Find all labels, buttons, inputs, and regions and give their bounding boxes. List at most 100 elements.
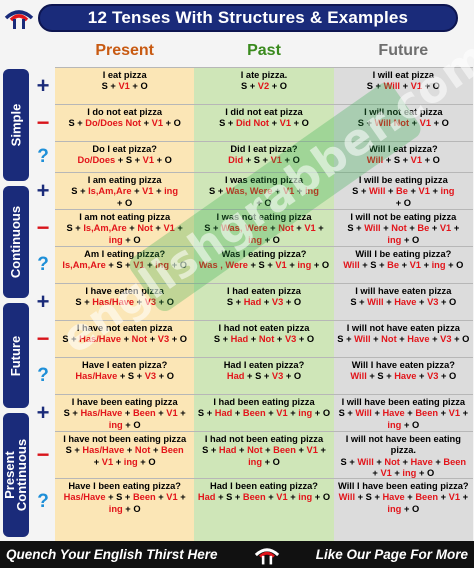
tense-cell-present: Have I been eating pizza? Has/Have + S + … bbox=[55, 479, 194, 525]
structure-line: ing + O bbox=[387, 419, 420, 430]
table-row: I do not eat pizza S + Do/Does Not + V1 +… bbox=[55, 104, 473, 141]
example-sentence: I will not be eating pizza bbox=[350, 212, 457, 222]
structure-line: S + Will + V1 + O bbox=[366, 81, 440, 92]
example-sentence: I will have eaten pizza bbox=[355, 286, 452, 296]
example-sentence: I have not eaten pizza bbox=[76, 323, 173, 333]
table-background bbox=[55, 67, 473, 541]
example-sentence: I had eaten pizza bbox=[227, 286, 301, 296]
tense-cell-future: I will eat pizza S + Will + V1 + O bbox=[334, 68, 473, 104]
present-column-bg bbox=[55, 67, 194, 541]
tense-cell-past: I did not eat pizza S + Did Not + V1 + O bbox=[194, 105, 333, 141]
structure-line: ing + O bbox=[248, 456, 280, 467]
tense-cell-present: Do I eat pizza? Do/Does + S + V1 + O bbox=[55, 142, 194, 172]
tense-cell-future: I will not have been eating pizza. S + Wil… bbox=[334, 432, 473, 478]
page-title-text: 12 Tenses With Structures & Examples bbox=[87, 8, 409, 27]
tense-cell-future: Will I have been eating pizza? Will + S +… bbox=[334, 479, 473, 525]
table-row: I have been eating pizza S + Has/Have + B… bbox=[55, 394, 473, 431]
plus-sign-icon: + bbox=[36, 288, 50, 314]
example-sentence: Had I been eating pizza? bbox=[210, 481, 318, 491]
column-header-past: Past bbox=[247, 42, 281, 59]
minus-sign-icon: − bbox=[36, 214, 50, 240]
tense-cell-future: Will I have eaten pizza? Will + S + Have … bbox=[334, 358, 473, 394]
structure-line: Had + S + V3 + O bbox=[226, 371, 302, 382]
structure-line: S + Was, Were + Not + V1 + bbox=[204, 223, 324, 234]
structure-line: + V1 + ing + O bbox=[93, 456, 156, 467]
page-title: 12 Tenses With Structures & Examples bbox=[38, 4, 458, 32]
column-header-future: Future bbox=[378, 42, 429, 59]
example-sentence: I have not been eating pizza bbox=[63, 434, 187, 444]
example-sentence: I will not eat pizza bbox=[364, 107, 443, 117]
tense-cell-past: Had I been eating pizza? Had + S + Been +… bbox=[194, 479, 333, 525]
brand-logo-icon bbox=[4, 10, 34, 29]
example-sentence: I was not eating pizza bbox=[216, 212, 312, 222]
structure-line: S + Is,Am,Are + V1 + ing bbox=[71, 186, 179, 197]
structure-line: S + Will + Have + V3 + O bbox=[350, 297, 457, 308]
structure-line: + O bbox=[256, 197, 272, 208]
structure-line: S + Has/Have + V3 + O bbox=[75, 297, 174, 308]
example-sentence: Do I eat pizza? bbox=[92, 144, 157, 154]
structure-line: S + Had + Not + Been + V1 + bbox=[202, 445, 326, 456]
group-label-present-continuous-text: Present Continuous bbox=[2, 439, 29, 511]
minus-sign-icon: − bbox=[36, 325, 50, 351]
structure-line: ing + O bbox=[248, 234, 280, 245]
tense-cell-present: I have not eaten pizza S + Has/Have + Not… bbox=[55, 321, 194, 357]
structure-line: S + Is,Am,Are + Not + V1 + bbox=[66, 223, 183, 234]
example-sentence: I eat pizza bbox=[102, 70, 147, 80]
group-label-future-text: Future bbox=[8, 335, 24, 376]
structure-line: S + Will + Be + V1 + ing bbox=[352, 186, 455, 197]
structure-line: S + Has/Have + Been + V1 + bbox=[63, 408, 186, 419]
tense-cell-past: Did I eat pizza? Did + S + V1 + O bbox=[194, 142, 333, 172]
structure-line: S + Will + Not + Have + V3 + O bbox=[337, 334, 470, 345]
structure-line: S + Had + Been + V1 + ing + O bbox=[197, 408, 331, 419]
column-headers: Present Past Future bbox=[55, 42, 473, 66]
tense-cell-present: I have been eating pizza S + Has/Have + B… bbox=[55, 395, 194, 431]
tense-cell-past: Had I eaten pizza? Had + S + V3 + O bbox=[194, 358, 333, 394]
structure-line: Was , Were + S + V1 + ing + O bbox=[198, 260, 330, 271]
tense-cell-future: I will have eaten pizza S + Will + Have +… bbox=[334, 284, 473, 320]
footer-left-text: Quench Your English Thirst Here bbox=[6, 547, 218, 562]
tense-cell-past: Was I eating pizza? Was , Were + S + V1 +… bbox=[194, 247, 333, 283]
example-sentence: Will I be eating pizza? bbox=[355, 249, 452, 259]
tense-cell-present: I have eaten pizza S + Has/Have + V3 + O bbox=[55, 284, 194, 320]
structure-line: S + Will + Not + Be + V1 + bbox=[347, 223, 460, 234]
group-label-simple: Simple bbox=[3, 69, 29, 181]
structure-line: S + Has/Have + Not + Been bbox=[65, 445, 184, 456]
tense-cell-future: Will I eat pizza? Will + S + V1 + O bbox=[334, 142, 473, 172]
table-row: I am not eating pizza S + Is,Am,Are + Not… bbox=[55, 209, 473, 246]
example-sentence: Am I eating pizza? bbox=[84, 249, 166, 259]
structure-line: Do/Does + S + V1 + O bbox=[77, 155, 172, 166]
tense-cell-present: I have not been eating pizza S + Has/Have… bbox=[55, 432, 194, 478]
table-row: I have not been eating pizza S + Has/Have… bbox=[55, 431, 473, 478]
structure-line: + O bbox=[395, 197, 411, 208]
question-mark-icon: ? bbox=[37, 490, 49, 512]
tense-cell-past: I had not been eating pizza S + Had + Not… bbox=[194, 432, 333, 478]
example-sentence: I have been eating pizza bbox=[71, 397, 178, 407]
structure-line: S + Will + Not + Have + Been bbox=[340, 456, 467, 467]
example-sentence: I had been eating pizza bbox=[213, 397, 315, 407]
column-header-present: Present bbox=[95, 42, 155, 59]
tense-cell-past: I had eaten pizza S + Had + V3 + O bbox=[194, 284, 333, 320]
question-mark-icon: ? bbox=[37, 145, 49, 167]
structure-line: Will + S + V1 + O bbox=[366, 155, 440, 166]
structure-line: Did + S + V1 + O bbox=[228, 155, 300, 166]
example-sentence: I do not eat pizza bbox=[87, 107, 163, 117]
example-sentence: I have eaten pizza bbox=[85, 286, 164, 296]
example-sentence: I am eating pizza bbox=[87, 175, 162, 185]
example-sentence: I had not eaten pizza bbox=[218, 323, 310, 333]
table-row: Have I been eating pizza? Has/Have + S + … bbox=[55, 478, 473, 525]
structure-line: S + V2 + O bbox=[240, 81, 287, 92]
structure-line: S + Had + V3 + O bbox=[226, 297, 302, 308]
group-label-continuous: Continuous bbox=[3, 186, 29, 298]
structure-line: S + Has/Have + Not + V3 + O bbox=[62, 334, 187, 345]
plus-sign-icon: + bbox=[36, 72, 50, 98]
group-label-future: Future bbox=[3, 303, 29, 408]
structure-line: Will + S + Be + V1 + ing + O bbox=[343, 260, 464, 271]
example-sentence: Will I eat pizza? bbox=[369, 144, 438, 154]
example-sentence: I will eat pizza bbox=[372, 70, 435, 80]
minus-sign-icon: − bbox=[36, 441, 50, 467]
structure-line: + V1 + ing + O bbox=[372, 467, 435, 478]
tense-cell-future: Will I be eating pizza? Will + S + Be + V… bbox=[334, 247, 473, 283]
tense-cell-present: Am I eating pizza? Is,Am,Are + S + V1 + i… bbox=[55, 247, 194, 283]
past-column-bg bbox=[194, 67, 334, 541]
footer-right-text: Like Our Page For More bbox=[315, 547, 468, 562]
